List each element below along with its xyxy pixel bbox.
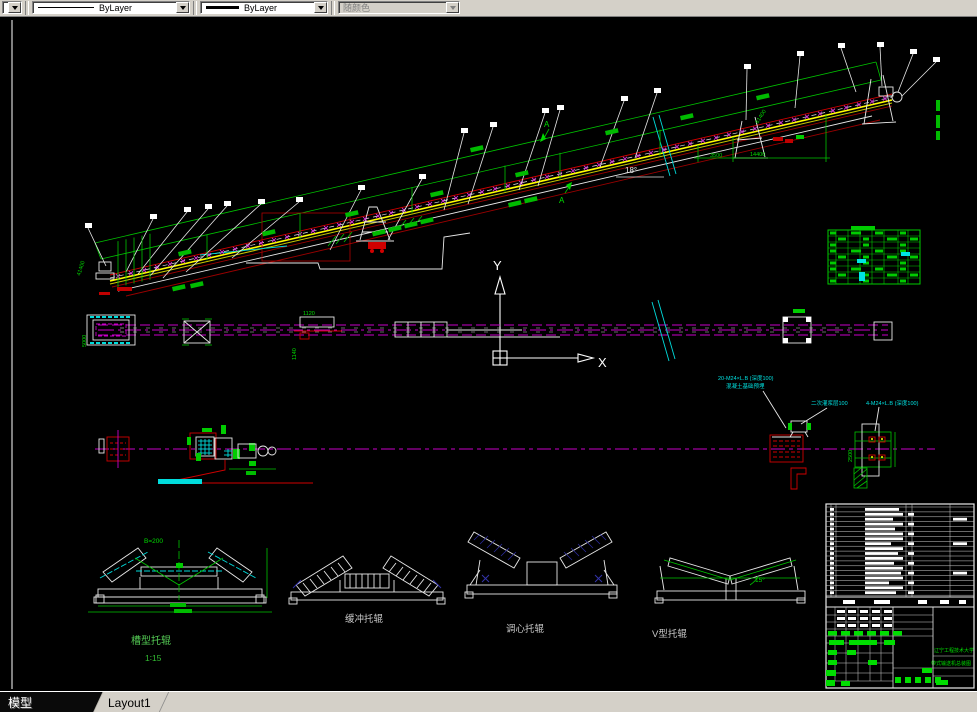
linetype-sample-icon — [38, 7, 94, 8]
titleblock-org: 辽宁工程技术大学 — [934, 647, 974, 654]
lineweight-value: ByLayer — [244, 2, 278, 13]
statusbar-empty — [169, 692, 977, 712]
tab-separator — [158, 692, 169, 712]
foundation-note-1: 20-M24×L.B (深度100) — [718, 374, 774, 382]
toolbar-separator — [331, 0, 335, 15]
detail3-label: 调心托辊 — [506, 623, 545, 635]
plan-dim-width: 5000 — [82, 335, 88, 347]
toolbar-separator — [193, 0, 197, 15]
linetype-value: ByLayer — [99, 2, 133, 13]
tab-separator — [92, 692, 104, 712]
balloon-leaders — [85, 42, 940, 279]
ucs-y-label: Y — [493, 258, 502, 273]
lineweight-dropdown[interactable]: ByLayer — [200, 1, 328, 14]
titleblock-title: 带式输送机总装图 — [931, 660, 971, 667]
ucs-icon: Y X — [492, 258, 607, 370]
dim-tail: 41400 — [76, 260, 86, 276]
detail2-label: 缓冲托辊 — [345, 613, 384, 625]
roller-tick-marks — [115, 96, 888, 279]
foundation-dim-anchor: 2500 — [848, 450, 854, 462]
detail-trough-idler: B=200 槽型托辊 1∶15 — [88, 538, 272, 663]
angle-label: 18° — [625, 166, 637, 175]
section-marker-a2: A — [559, 196, 565, 205]
plotstyle-dropdown-arrow-icon — [446, 2, 459, 13]
tab-model[interactable]: 模型 — [0, 692, 92, 712]
section-marker-a1: A — [544, 120, 550, 129]
elevation-view: 18° A A 41400 3500 14400 61400 — [76, 61, 940, 297]
title-block: 辽宁工程技术大学 带式输送机总装图 — [825, 503, 975, 689]
detail-aligning-idler: 调心托辊 — [464, 531, 618, 635]
statusbar: 模型 Layout1 — [0, 691, 977, 712]
dimension-text-blobs — [90, 93, 770, 344]
cad-drawing: 18° A A 41400 3500 14400 61400 Y X — [11, 20, 975, 689]
plan-view: 5000 1120 1140 — [82, 299, 893, 362]
foundation-view: 20-M24×L.B (深度100) 混凝土基础预埋 二次灌浆层100 4-M2… — [95, 374, 935, 490]
ucs-x-label: X — [598, 355, 607, 370]
detail-v-idler: 15° V型托辊 — [652, 557, 806, 640]
detail1-scale: 1∶15 — [145, 653, 162, 663]
plan-dim-chute: 1120 — [303, 311, 315, 317]
detail4-label: V型托辊 — [652, 628, 687, 640]
color-dropdown-arrow-icon[interactable] — [8, 2, 21, 13]
foundation-note-4: 4-M24×L.B (深度100) — [866, 399, 919, 407]
plan-dim-chute-len: 1140 — [292, 348, 298, 360]
lineweight-dropdown-arrow-icon[interactable] — [314, 2, 327, 13]
foundation-note-3: 二次灌浆层100 — [811, 399, 848, 407]
linetype-dropdown-arrow-icon[interactable] — [176, 2, 189, 13]
detail1-label: 槽型托辊 — [131, 634, 171, 647]
plotstyle-value: 随颜色 — [343, 3, 371, 13]
detail4-angle: 15° — [755, 576, 765, 584]
parameter-table — [827, 226, 921, 285]
dim-head-2: 14400 — [750, 152, 765, 158]
tab-layout1[interactable]: Layout1 — [108, 696, 151, 710]
detail-impact-idler: 缓冲托辊 — [288, 555, 446, 625]
linetype-dropdown[interactable]: ByLayer — [32, 1, 190, 14]
color-dropdown[interactable] — [2, 1, 22, 14]
toolbar-separator — [25, 0, 29, 15]
dim-head-elev: 61400 — [755, 109, 768, 125]
properties-toolbar: ByLayer ByLayer 随颜色 — [0, 0, 977, 17]
detail1-dim: B=200 — [144, 538, 163, 545]
lineweight-sample-icon — [206, 6, 239, 9]
foundation-note-2: 混凝土基础预埋 — [726, 382, 765, 390]
dim-head-1: 3500 — [710, 153, 722, 159]
plotstyle-dropdown: 随颜色 — [338, 1, 460, 14]
model-space-canvas[interactable]: 18° A A 41400 3500 14400 61400 Y X — [0, 17, 977, 691]
